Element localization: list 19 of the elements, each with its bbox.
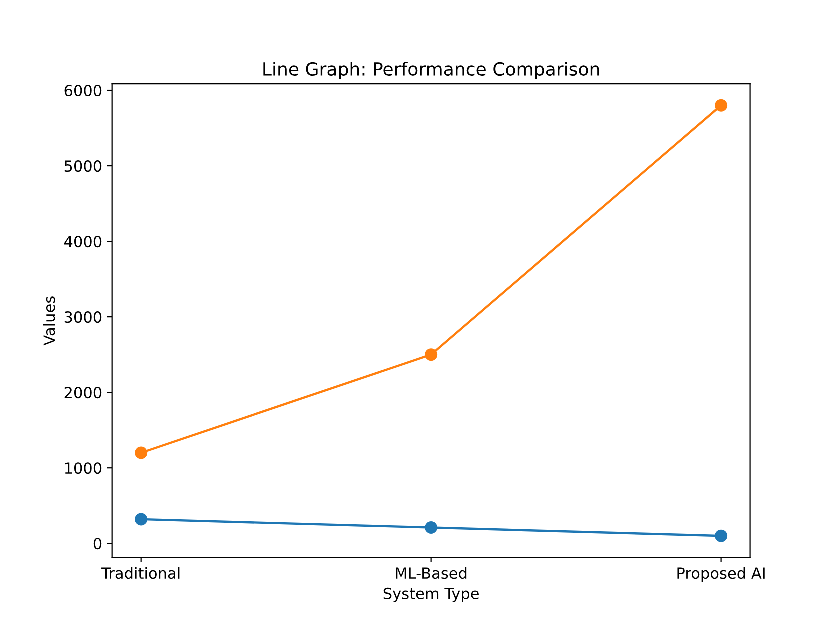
y-tick-label: 0	[94, 538, 102, 550]
chart-title: Line Graph: Performance Comparison	[264, 62, 600, 80]
point	[135, 513, 148, 526]
point	[425, 522, 438, 534]
point	[425, 348, 438, 362]
y-tick-label: 4000	[64, 236, 102, 248]
point	[135, 446, 148, 460]
point	[715, 530, 728, 542]
y-tick-label: 1000	[65, 462, 102, 474]
point	[715, 99, 728, 112]
y-tick-label: 3000	[64, 312, 102, 324]
x-axis-title: System Type	[384, 588, 479, 602]
y-axis-title: Values	[43, 296, 56, 346]
x-tick-label: ML-Based	[396, 567, 467, 580]
x-tick-label: Proposed AI	[678, 567, 765, 582]
x-tick-label: Traditional	[102, 567, 180, 580]
y-tick-label: 5000	[64, 160, 102, 172]
y-tick-label: 2000	[64, 387, 102, 399]
y-tick-label: 6000	[64, 84, 102, 97]
